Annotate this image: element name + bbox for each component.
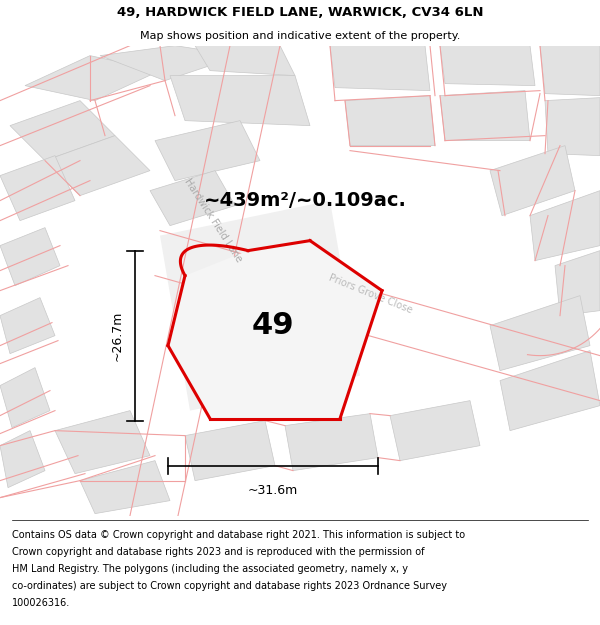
Polygon shape	[150, 171, 235, 226]
Text: co-ordinates) are subject to Crown copyright and database rights 2023 Ordnance S: co-ordinates) are subject to Crown copyr…	[12, 581, 447, 591]
Text: Crown copyright and database rights 2023 and is reproduced with the permission o: Crown copyright and database rights 2023…	[12, 547, 425, 557]
Polygon shape	[540, 46, 600, 96]
Text: 100026316.: 100026316.	[12, 598, 70, 608]
Polygon shape	[170, 76, 310, 126]
Polygon shape	[195, 46, 295, 76]
Polygon shape	[155, 121, 260, 181]
Polygon shape	[490, 146, 575, 216]
Polygon shape	[555, 251, 600, 316]
Polygon shape	[0, 228, 60, 286]
Polygon shape	[185, 421, 275, 481]
Text: Contains OS data © Crown copyright and database right 2021. This information is : Contains OS data © Crown copyright and d…	[12, 530, 465, 540]
Polygon shape	[0, 298, 55, 354]
Polygon shape	[0, 431, 45, 488]
Polygon shape	[285, 414, 378, 471]
Polygon shape	[390, 401, 480, 461]
Text: Map shows position and indicative extent of the property.: Map shows position and indicative extent…	[140, 31, 460, 41]
Polygon shape	[55, 411, 150, 474]
Text: 49: 49	[252, 311, 295, 339]
Polygon shape	[345, 96, 435, 146]
Polygon shape	[0, 156, 75, 221]
Text: 49, HARDWICK FIELD LANE, WARWICK, CV34 6LN: 49, HARDWICK FIELD LANE, WARWICK, CV34 6…	[117, 6, 483, 19]
Polygon shape	[500, 351, 600, 431]
Polygon shape	[330, 46, 430, 91]
Text: HM Land Registry. The polygons (including the associated geometry, namely x, y: HM Land Registry. The polygons (includin…	[12, 564, 408, 574]
Polygon shape	[530, 191, 600, 261]
Text: ~31.6m: ~31.6m	[248, 484, 298, 497]
Polygon shape	[25, 56, 160, 101]
Polygon shape	[440, 46, 535, 86]
Polygon shape	[80, 461, 170, 514]
Polygon shape	[545, 98, 600, 156]
Polygon shape	[0, 368, 50, 428]
Polygon shape	[10, 101, 115, 161]
Text: Priors Grove Close: Priors Grove Close	[327, 272, 413, 315]
Polygon shape	[160, 201, 360, 411]
Polygon shape	[490, 296, 590, 371]
Text: Hardwick Field Lane: Hardwick Field Lane	[182, 177, 244, 264]
Polygon shape	[168, 241, 382, 419]
Polygon shape	[100, 46, 240, 81]
Polygon shape	[440, 91, 530, 141]
Polygon shape	[45, 136, 150, 196]
Text: ~439m²/~0.109ac.: ~439m²/~0.109ac.	[203, 191, 406, 210]
Text: ~26.7m: ~26.7m	[110, 311, 124, 361]
